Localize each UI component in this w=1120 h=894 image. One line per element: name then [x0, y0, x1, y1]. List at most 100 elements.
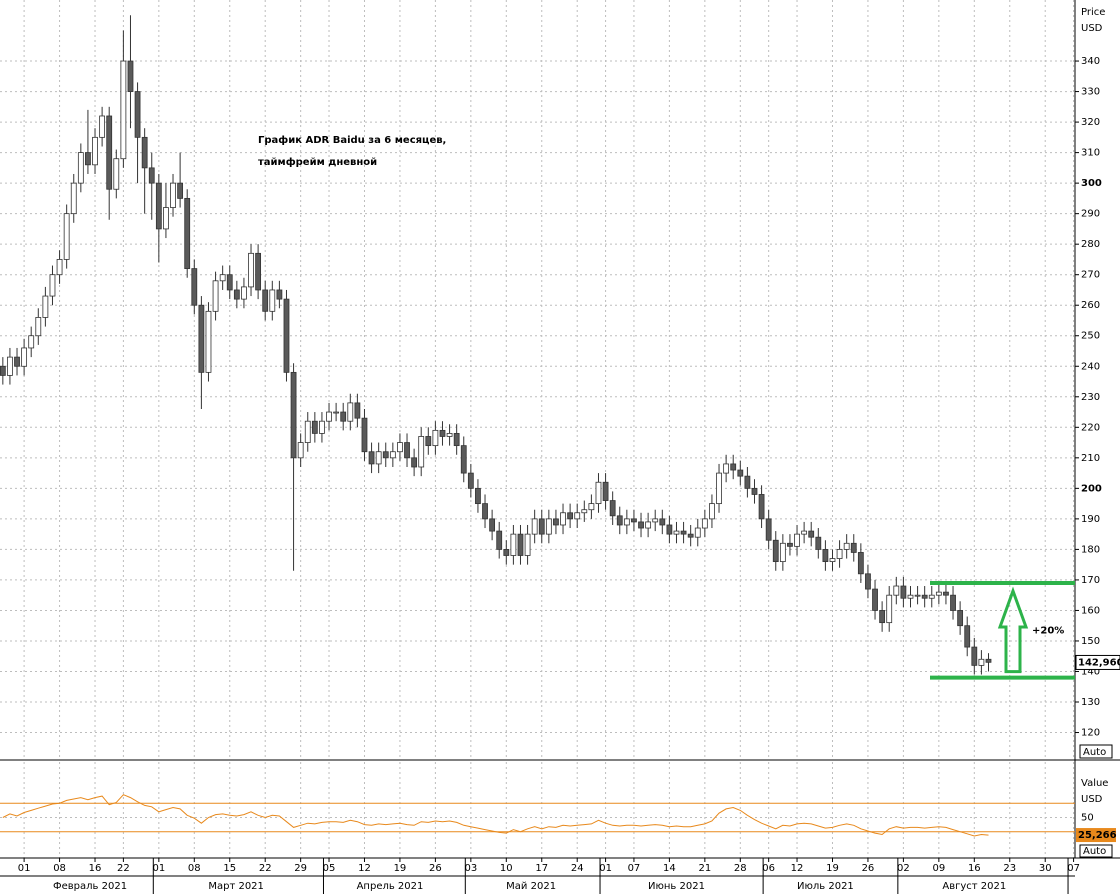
y-tick-label: 280: [1081, 239, 1100, 250]
candle-body: [42, 295, 49, 318]
x-tick-label: 19: [394, 863, 407, 874]
candle-body: [666, 524, 673, 535]
candle-body: [14, 356, 20, 367]
scale-button-label: Auto: [1083, 747, 1106, 758]
candle-body: [361, 417, 368, 453]
candle-body: [914, 594, 921, 597]
candle-body: [368, 451, 375, 465]
candle-body: [439, 429, 446, 437]
candle-body: [701, 518, 708, 529]
candle-body: [524, 533, 531, 556]
candle-body: [616, 515, 623, 526]
y-tick-label: 130: [1081, 697, 1100, 708]
candle-body: [602, 481, 609, 501]
candle-body: [28, 335, 35, 349]
y-tick-label: 150: [1081, 636, 1100, 647]
candle-body: [758, 494, 765, 520]
candle-body: [893, 585, 900, 596]
candle-body: [184, 197, 191, 269]
indicator-last-box: [1076, 828, 1116, 843]
candle-body: [857, 552, 864, 575]
candle-body: [248, 252, 254, 288]
candle-body: [269, 289, 276, 312]
candle-body: [545, 518, 552, 535]
candle-body: [7, 356, 13, 376]
y-tick-label: 320: [1081, 117, 1100, 128]
candle-body: [595, 481, 602, 505]
candle-body: [460, 445, 467, 474]
y-tick-label: 240: [1081, 361, 1100, 372]
candle-body: [737, 469, 744, 477]
candle-body: [652, 518, 659, 523]
month-label: Март 2021: [208, 881, 264, 892]
candle-body: [787, 542, 793, 547]
y-tick-label: 140: [1081, 666, 1100, 677]
candle-body: [950, 594, 956, 611]
change-label: +20%: [1032, 625, 1064, 636]
candle-body: [553, 518, 559, 526]
x-tick-label: 22: [259, 863, 272, 874]
candle-body: [432, 429, 439, 447]
candle-body: [638, 521, 644, 529]
candle-body: [673, 530, 680, 535]
candle-body: [872, 588, 878, 611]
candle-body: [935, 591, 942, 596]
candle-body: [311, 420, 318, 434]
candle-body: [964, 625, 971, 648]
candle-body: [865, 573, 871, 590]
candle-body: [744, 475, 751, 489]
scale-button: [1079, 744, 1113, 759]
candle-body: [283, 298, 290, 373]
candle-body: [404, 442, 410, 459]
y-tick-label: 190: [1081, 514, 1100, 525]
candle-body: [241, 286, 247, 300]
candle-body: [304, 420, 311, 443]
candle-body: [70, 182, 77, 215]
candle-body: [475, 487, 481, 505]
month-label: Февраль 2021: [53, 881, 127, 892]
month-label: Июль 2021: [797, 881, 854, 892]
x-tick-label: 05: [323, 863, 336, 874]
candle-body: [453, 433, 460, 447]
x-tick-label: 28: [734, 863, 747, 874]
candle-body: [226, 274, 233, 291]
candle-body: [751, 487, 758, 495]
x-tick-label: 06: [762, 863, 775, 874]
candle-body: [134, 91, 141, 138]
candle-body: [418, 436, 425, 468]
y-tick-label: 180: [1081, 544, 1100, 555]
indicator-line: [2, 794, 989, 837]
candle-body: [531, 518, 538, 535]
candle-body: [63, 213, 70, 260]
candle-body: [978, 658, 985, 666]
y-tick-label: 250: [1081, 331, 1100, 342]
candle-body: [730, 463, 737, 471]
x-tick-label: 07: [628, 863, 641, 874]
candle-body: [155, 182, 162, 230]
candle-body: [482, 503, 488, 520]
candle-body: [347, 402, 354, 422]
candle-body: [397, 442, 403, 453]
y-tick-label: 210: [1081, 453, 1100, 464]
candle-body: [49, 274, 56, 297]
candle-body: [319, 420, 325, 434]
candle-body: [957, 610, 964, 627]
y-tick-label: 300: [1081, 178, 1102, 189]
candle-body: [141, 136, 148, 169]
candle-body: [276, 289, 283, 300]
candle-body: [694, 527, 701, 538]
candle-body: [290, 371, 297, 459]
candle-body: [148, 167, 155, 184]
candle-body: [333, 411, 340, 414]
x-tick-label: 17: [535, 863, 548, 874]
x-tick-label: 10: [500, 863, 513, 874]
candle-body: [382, 451, 389, 459]
candle-body: [850, 542, 857, 553]
x-tick-label: 07: [1067, 863, 1080, 874]
axis-header: USD: [1081, 23, 1103, 34]
candle-body: [794, 533, 800, 547]
candle-body: [645, 521, 652, 529]
y-tick-label: 270: [1081, 270, 1100, 281]
candle-body: [687, 533, 694, 538]
candle-body: [191, 268, 198, 306]
